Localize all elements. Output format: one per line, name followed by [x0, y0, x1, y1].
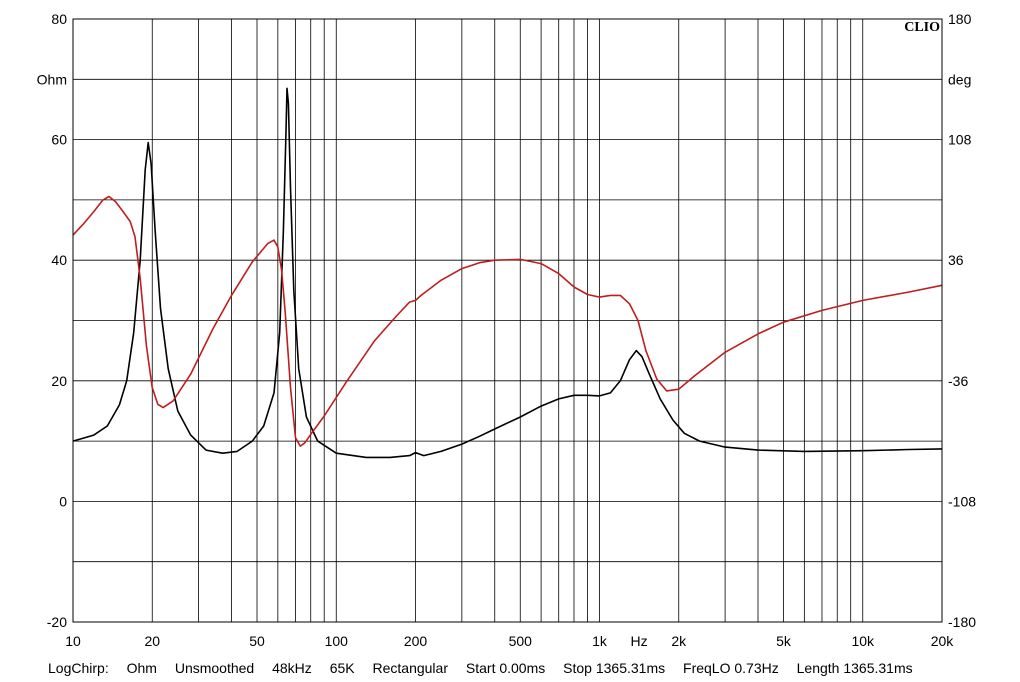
footer-length: Length 1365.31ms	[796, 660, 913, 676]
x-tick-label: 20k	[931, 633, 955, 649]
x-tick-label: 200	[404, 633, 428, 649]
footer-freq-lo: FreqLO 0.73Hz	[683, 660, 779, 676]
footer-mode: LogChirp:	[48, 660, 109, 676]
brand-label: CLIO	[904, 20, 940, 35]
chart-grid	[72, 18, 943, 623]
plot-frame	[72, 18, 943, 623]
x-tick-label: 50	[249, 633, 265, 649]
measurement-settings-footer: LogChirp: Ohm Unsmoothed 48kHz 65K Recta…	[48, 660, 927, 676]
x-tick-label: 2k	[671, 633, 687, 649]
footer-start: Start 0.00ms	[465, 660, 546, 676]
footer-sample-rate: 48kHz	[272, 660, 312, 676]
chart-series	[72, 87, 943, 459]
y-left-tick-label: -20	[47, 614, 67, 630]
y-left-tick-label: 40	[51, 252, 67, 268]
x-tick-label: 100	[325, 633, 349, 649]
y-left-tick-label: 0	[59, 493, 67, 509]
y-left-tick-label: 80	[51, 11, 67, 27]
impedance-series-line	[72, 87, 943, 459]
footer-fft-size: 65K	[329, 660, 355, 676]
x-tick-label: 10k	[851, 633, 875, 649]
y-right-tick-label: 36	[948, 252, 964, 268]
y-right-tick-label: 108	[948, 132, 972, 148]
x-tick-label: 10	[65, 633, 81, 649]
y-left-unit-label: Ohm	[37, 71, 67, 87]
phase-series-line	[72, 195, 943, 447]
y-right-tick-label: -180	[948, 614, 976, 630]
footer-stop: Stop 1365.31ms	[563, 660, 666, 676]
x-tick-label: 1k	[592, 633, 608, 649]
x-tick-label: 20	[144, 633, 160, 649]
y-right-tick-label: 180	[948, 11, 972, 27]
y-left-tick-label: 20	[51, 373, 67, 389]
x-tick-label: 5k	[776, 633, 792, 649]
footer-smoothing: Unsmoothed	[174, 660, 255, 676]
x-unit-label: Hz	[631, 633, 648, 649]
y-left-tick-label: 60	[51, 132, 67, 148]
y-right-tick-label: -108	[948, 493, 976, 509]
x-tick-label: 500	[509, 633, 533, 649]
footer-unit: Ohm	[126, 660, 157, 676]
y-right-unit-label: deg	[948, 71, 971, 87]
y-right-tick-label: -36	[948, 373, 968, 389]
footer-window: Rectangular	[372, 660, 449, 676]
